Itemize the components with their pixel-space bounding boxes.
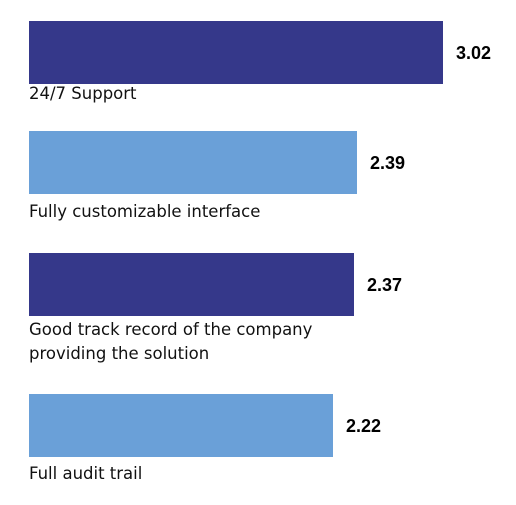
category-label: Good track record of the company providi… [29, 320, 313, 363]
bar-3 [29, 253, 354, 316]
category-label: 24/7 Support [29, 84, 137, 103]
bar-value-label: 2.39 [370, 152, 406, 173]
bar-value-label: 2.22 [346, 415, 382, 436]
bar-2 [29, 131, 357, 194]
bar-1 [29, 21, 443, 84]
category-label: Fully customizable interface [29, 202, 261, 221]
category-label: Full audit trail [29, 464, 143, 483]
bar-value-label: 2.37 [367, 274, 403, 295]
bar-value-label: 3.02 [456, 42, 492, 63]
bar-4 [29, 394, 333, 457]
